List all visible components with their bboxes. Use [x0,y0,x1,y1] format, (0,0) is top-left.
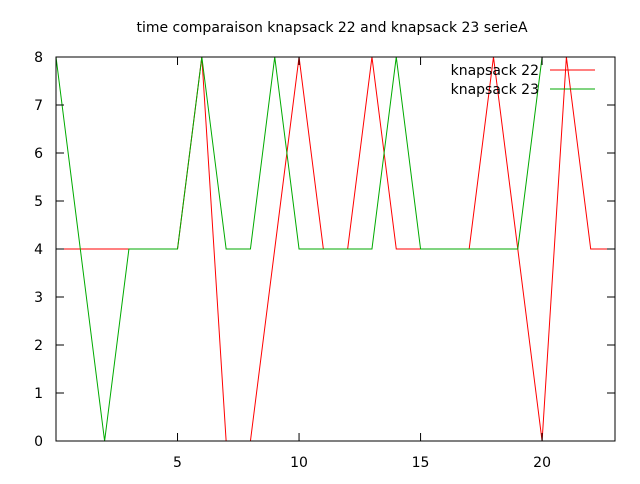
y-tick-label: 3 [34,290,43,306]
x-tick-label: 5 [173,455,182,471]
y-tick-label: 5 [34,194,43,210]
x-tick-label: 20 [533,455,551,471]
y-tick-label: 4 [34,242,43,258]
y-tick-label: 7 [34,98,43,114]
series-layer [56,57,615,441]
series-line-2 [56,57,615,441]
legend-label: knapsack 22 [451,63,539,79]
legend-label: knapsack 23 [451,82,539,98]
legend: knapsack 22 knapsack 23 [451,63,595,98]
y-tick-label: 0 [34,434,43,450]
y-tick-label: 2 [34,338,43,354]
y-tick-label: 8 [34,50,43,66]
y-tick-label: 6 [34,146,43,162]
y-tick-label: 1 [34,386,43,402]
axes-layer: 0 1 2 3 4 5 6 7 8 5 10 15 20 [34,50,616,471]
chart-title: time comparaison knapsack 22 and knapsac… [136,20,527,36]
x-tick-label: 15 [412,455,430,471]
x-tick-label: 10 [290,455,308,471]
